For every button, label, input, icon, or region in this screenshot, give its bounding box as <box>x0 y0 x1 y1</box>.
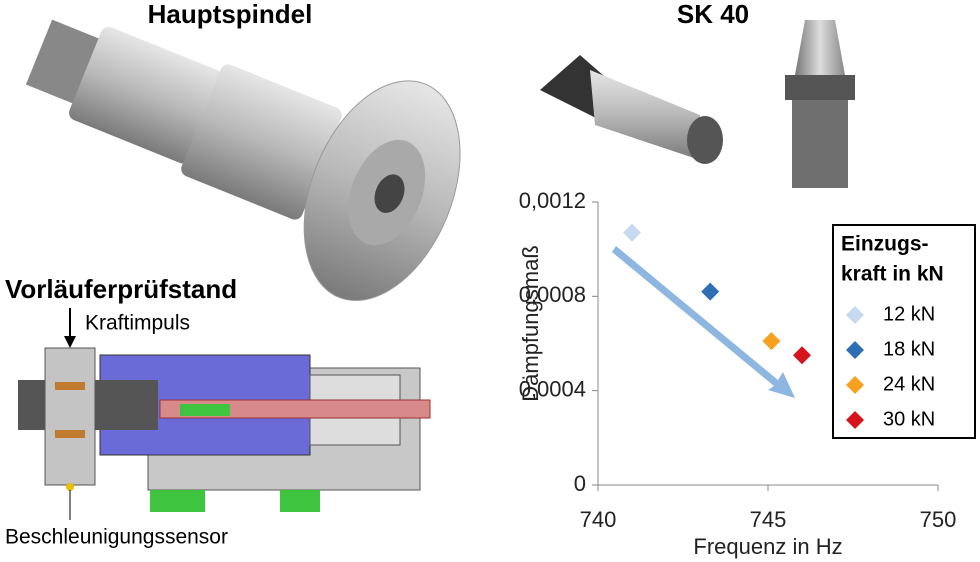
legend-marker <box>846 306 864 324</box>
test-rig-diagram <box>18 347 431 520</box>
point <box>623 223 641 242</box>
y-tick-label: 0,0008 <box>519 282 586 307</box>
x-tick-label: 750 <box>920 507 957 532</box>
y-tick-label: 0,0012 <box>519 188 586 213</box>
point <box>762 332 781 351</box>
trend-arrow <box>612 246 795 398</box>
y-axis-label: Dämpfungsmaß <box>518 245 543 402</box>
label: Beschleunigungssensor <box>5 526 228 549</box>
arrow-head <box>64 336 76 348</box>
legend-label: 24 kN <box>883 373 935 395</box>
legend-marker <box>846 376 864 394</box>
legend-label: 18 kN <box>883 338 935 360</box>
title: Hauptspindel <box>148 0 313 29</box>
x-tick-label: 745 <box>750 507 787 532</box>
label: Kraftimpuls <box>85 312 190 335</box>
tool-image <box>540 20 855 188</box>
legend-label: 30 kN <box>883 408 935 430</box>
legend-label: 12 kN <box>883 303 935 325</box>
x-tick-label: 740 <box>580 507 617 532</box>
legend-title: Einzugs- <box>841 233 929 256</box>
y-tick-label: 0,0004 <box>519 376 586 401</box>
chart: 0 0,0004 0,0008 0,0012 740 745 750 Frequenz in … <box>518 188 976 559</box>
point <box>701 282 720 301</box>
x-axis-label: Frequenz in Hz <box>693 534 842 559</box>
legend-box <box>832 224 976 439</box>
legend-marker <box>846 341 864 359</box>
spindle-image <box>25 19 461 301</box>
point <box>793 346 811 365</box>
legend-marker <box>846 411 864 429</box>
y-tick-label: 0 <box>574 471 586 496</box>
legend-title: kraft in kN <box>841 263 944 286</box>
title: Vorläuferprüfstand <box>5 274 237 304</box>
title: SK 40 <box>677 0 749 29</box>
